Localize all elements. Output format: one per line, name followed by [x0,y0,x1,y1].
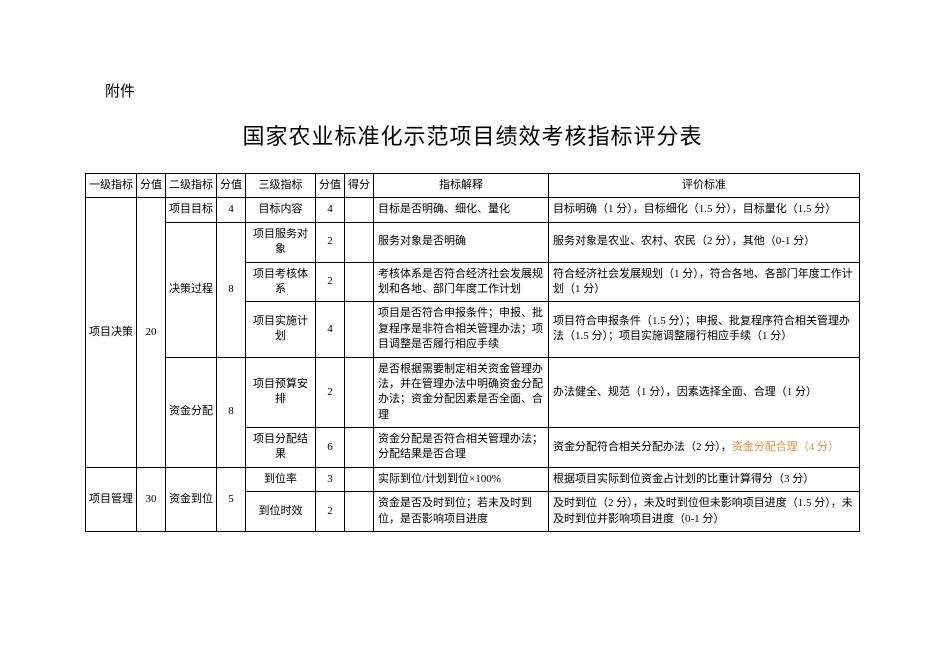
cell-s3: 4 [316,198,345,222]
cell-s3: 3 [316,467,345,491]
table-header-row: 一级指标 分值 二级指标 分值 三级指标 分值 得分 指标解释 评价标准 [86,174,860,198]
cell-l2: 项目目标 [166,198,217,222]
cell-eval: 目标明确（1 分），目标细化（1.5 分），目标量化（1.5 分） [549,198,860,222]
cell-s2: 8 [217,222,246,357]
cell-l3: 目标内容 [246,198,316,222]
cell-s3: 4 [316,302,345,357]
header-l1: 一级指标 [86,174,137,198]
cell-eval: 及时到位（2 分），未及时到位但未影响项目进度（1.5 分），未及时到位并影响项… [549,492,860,532]
cell-s3: 2 [316,262,345,302]
cell-s2: 8 [217,357,246,467]
header-s2: 分值 [217,174,246,198]
cell-desc: 实际到位/计划到位×100% [374,467,549,491]
cell-score [345,222,374,262]
header-score: 得分 [345,174,374,198]
cell-eval: 符合经济社会发展规划（1 分），符合各地、各部门年度工作计划（1 分） [549,262,860,302]
cell-l3: 项目考核体系 [246,262,316,302]
cell-score [345,198,374,222]
cell-l3: 项目分配结果 [246,428,316,468]
cell-score [345,492,374,532]
table-row: 资金分配 8 项目预算安排 2 是否根据需要制定相关资金管理办法，并在管理办法中… [86,357,860,428]
cell-eval: 资金分配符合相关分配办法（2 分），资金分配合理（4 分） [549,428,860,468]
eval-highlight: 资金分配合理（4 分） [732,441,839,453]
cell-score [345,262,374,302]
table-row: 项目决策 20 项目目标 4 目标内容 4 目标是否明确、细化、量化 目标明确（… [86,198,860,222]
cell-l1: 项目决策 [86,198,137,467]
cell-l1: 项目管理 [86,467,137,531]
header-l2: 二级指标 [166,174,217,198]
header-s3: 分值 [316,174,345,198]
cell-desc: 项目是否符合申报条件；申报、批复程序是非符合相关管理办法；项目调整是否履行相应手… [374,302,549,357]
table-row: 项目管理 30 资金到位 5 到位率 3 实际到位/计划到位×100% 根据项目… [86,467,860,491]
evaluation-table: 一级指标 分值 二级指标 分值 三级指标 分值 得分 指标解释 评价标准 项目决… [85,173,860,532]
cell-desc: 资金是否及时到位；若未及时到位，是否影响项目进度 [374,492,549,532]
cell-desc: 服务对象是否明确 [374,222,549,262]
cell-eval: 服务对象是农业、农村、农民（2 分），其他（0-1 分） [549,222,860,262]
table-row: 决策过程 8 项目服务对象 2 服务对象是否明确 服务对象是农业、农村、农民（2… [86,222,860,262]
cell-eval: 办法健全、规范（1 分），因素选择全面、合理（1 分） [549,357,860,428]
cell-s3: 6 [316,428,345,468]
page-title: 国家农业标准化示范项目绩效考核指标评分表 [85,119,860,151]
cell-score [345,357,374,428]
header-desc: 指标解释 [374,174,549,198]
cell-l3: 项目实施计划 [246,302,316,357]
cell-s1: 30 [137,467,166,531]
cell-score [345,302,374,357]
cell-l3: 到位率 [246,467,316,491]
cell-s3: 2 [316,357,345,428]
cell-l2: 决策过程 [166,222,217,357]
cell-s1: 20 [137,198,166,467]
cell-score [345,467,374,491]
cell-l3: 到位时效 [246,492,316,532]
cell-l3: 项目服务对象 [246,222,316,262]
cell-desc: 目标是否明确、细化、量化 [374,198,549,222]
cell-desc: 考核体系是否符合经济社会发展规划和各地、部门年度工作计划 [374,262,549,302]
cell-score [345,428,374,468]
attachment-label: 附件 [105,80,860,101]
cell-s2: 5 [217,467,246,531]
cell-s3: 2 [316,492,345,532]
header-eval: 评价标准 [549,174,860,198]
header-l3: 三级指标 [246,174,316,198]
cell-l3: 项目预算安排 [246,357,316,428]
cell-eval: 根据项目实际到位资金占计划的比重计算得分（3 分） [549,467,860,491]
eval-prefix: 资金分配符合相关分配办法（2 分）， [553,441,732,453]
cell-s2: 4 [217,198,246,222]
cell-s3: 2 [316,222,345,262]
header-s1: 分值 [137,174,166,198]
cell-eval: 项目符合申报条件（1.5 分）；申报、批复程序符合相关管理办法（1.5 分）；项… [549,302,860,357]
cell-desc: 资金分配是否符合相关管理办法；分配结果是否合理 [374,428,549,468]
cell-desc: 是否根据需要制定相关资金管理办法，并在管理办法中明确资金分配办法；资金分配因素是… [374,357,549,428]
cell-l2: 资金分配 [166,357,217,467]
cell-l2: 资金到位 [166,467,217,531]
